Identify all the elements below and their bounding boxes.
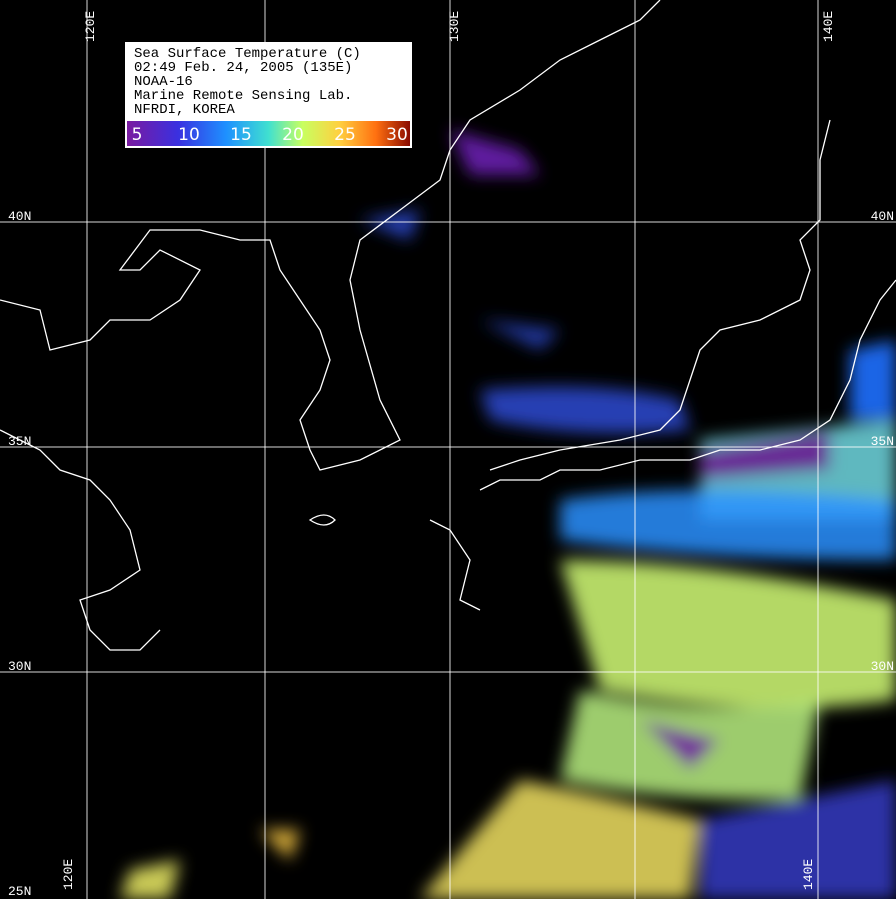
longitude-label: 120E: [61, 859, 76, 890]
sst-patches: [120, 130, 896, 899]
colorbar-label: 20: [282, 125, 304, 145]
legend-text: Sea Surface Temperature (C)02:49 Feb. 24…: [134, 46, 361, 118]
longitude-label: 130E: [447, 11, 462, 42]
latitude-label: 40N: [8, 209, 31, 224]
longitude-label: 120E: [83, 11, 98, 42]
colorbar-label: 15: [230, 125, 252, 145]
colorbar-label: 5: [132, 125, 143, 145]
legend-line: NFRDI, KOREA: [134, 102, 235, 118]
coastlines: [0, 0, 896, 651]
legend: Sea Surface Temperature (C)02:49 Feb. 24…: [125, 42, 412, 148]
colorbar-labels: 5 10 15 20 25 30: [132, 125, 408, 145]
latitude-label: 35N: [871, 434, 894, 449]
colorbar-label: 30: [386, 125, 408, 145]
grid-labels: 120E 130E 140E 40N 35N 30N 25N 40N 35N 30N 120E 140…: [8, 11, 894, 899]
longitude-label: 140E: [801, 859, 816, 890]
legend-line: Marine Remote Sensing Lab.: [134, 88, 352, 104]
latitude-label: 40N: [871, 209, 894, 224]
legend-line: NOAA-16: [134, 74, 193, 90]
colorbar: [127, 121, 410, 146]
legend-line: 02:49 Feb. 24, 2005 (135E): [134, 60, 352, 76]
longitude-label: 140E: [821, 11, 836, 42]
latitude-label: 30N: [8, 659, 31, 674]
latitude-label: 30N: [871, 659, 894, 674]
colorbar-label: 10: [178, 125, 200, 145]
colorbar-label: 25: [334, 125, 356, 145]
latitude-label: 25N: [8, 884, 31, 899]
latitude-label: 35N: [8, 434, 31, 449]
legend-line: Sea Surface Temperature (C): [134, 46, 361, 62]
